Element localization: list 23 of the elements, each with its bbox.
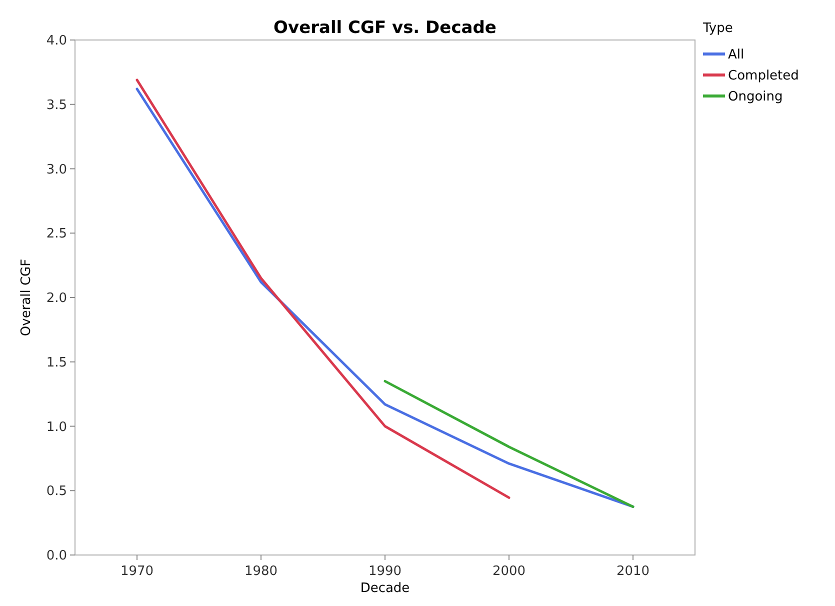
y-tick-label: 3.0 <box>46 162 67 178</box>
chart-title: Overall CGF vs. Decade <box>274 18 496 38</box>
y-tick-label: 3.5 <box>46 98 67 113</box>
y-tick-label: 2.5 <box>46 226 67 242</box>
legend-title: Type <box>702 21 733 36</box>
y-tick-label: 1.0 <box>46 420 67 435</box>
y-tick-label: 0.5 <box>46 484 67 500</box>
x-tick-label: 1970 <box>120 564 154 579</box>
line-series <box>136 88 634 508</box>
line-series <box>136 78 510 499</box>
y-axis-title: Overall CGF <box>19 258 34 336</box>
x-tick-label: 1990 <box>368 564 402 579</box>
legend-label: Ongoing <box>728 90 783 105</box>
x-axis-title: Decade <box>360 581 410 596</box>
x-tick-label: 1980 <box>244 564 278 579</box>
y-tick-label: 2.0 <box>46 291 67 306</box>
legend-label: All <box>728 48 744 63</box>
y-tick-label: 4.0 <box>46 34 67 49</box>
x-tick-label: 2010 <box>616 564 650 579</box>
y-tick-label: 1.5 <box>46 355 67 370</box>
x-tick-label: 2000 <box>492 564 526 579</box>
y-tick-label: 0.0 <box>46 548 67 564</box>
legend-label: Completed <box>728 68 799 84</box>
